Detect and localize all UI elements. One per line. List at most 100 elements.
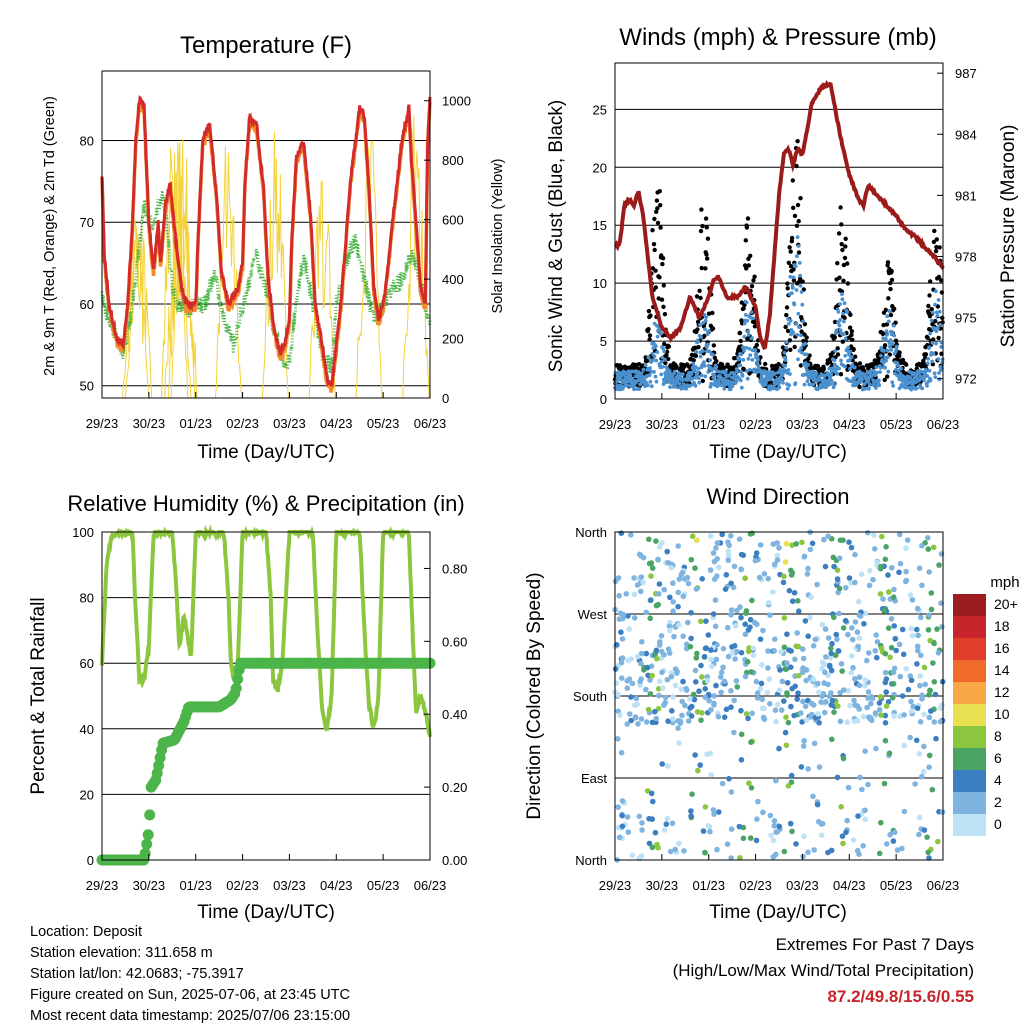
direction-point (855, 598, 862, 605)
direction-point (695, 767, 701, 774)
sonic-wind-point (744, 300, 749, 305)
direction-point (714, 540, 721, 546)
humidity-right-tick-label: 0.40 (442, 707, 467, 722)
sonic-wind-point (722, 386, 727, 391)
precipitation-point (139, 847, 151, 859)
sonic-wind-point (877, 378, 881, 383)
sonic-wind-point (700, 349, 705, 353)
direction-point (664, 676, 671, 683)
direction-point (688, 808, 694, 814)
direction-point (840, 537, 846, 543)
direction-point (742, 575, 748, 581)
direction-point (725, 653, 732, 660)
direction-point (658, 648, 665, 655)
direction-point (746, 780, 752, 786)
sonic-wind-point (791, 275, 796, 280)
direction-point (873, 632, 879, 638)
direction-point (652, 708, 658, 715)
direction-point (929, 786, 936, 793)
direction-point (636, 551, 643, 558)
direction-point (908, 625, 914, 632)
direction-point (785, 719, 792, 726)
direction-point (798, 710, 804, 716)
direction-point (887, 831, 893, 838)
pressure-line (613, 79, 945, 351)
colorbar-swatch (953, 660, 986, 682)
direction-point (926, 764, 932, 770)
gust-point (662, 341, 667, 347)
direction-point (899, 693, 906, 699)
direction-point (691, 696, 698, 703)
gust-point (841, 278, 846, 283)
direction-point (664, 763, 671, 769)
direction-point (871, 532, 877, 538)
direction-point (646, 840, 653, 847)
direction-point (658, 633, 665, 639)
gust-point (662, 312, 668, 317)
direction-point (660, 685, 666, 691)
gust-point (666, 344, 672, 349)
direction-point (629, 680, 636, 687)
sonic-wind-point (707, 329, 711, 333)
direction-point (834, 774, 841, 781)
direction-point (860, 843, 866, 849)
gust-point (788, 249, 793, 254)
winds-right-tick-label: 987 (955, 66, 977, 81)
direction-point (771, 818, 778, 824)
direction-point (904, 537, 911, 543)
sonic-wind-point (788, 372, 792, 376)
direction-point (759, 662, 765, 668)
gust-point (845, 261, 850, 266)
humidity-left-ticks: 0 20 40 60 80 100 (72, 525, 94, 868)
direction-point (872, 546, 878, 552)
direction-point (925, 546, 932, 552)
station-info: Location: Deposit Station elevation: 311… (30, 922, 350, 1027)
speed-colorbar: 20+ 18 16 14 12 10 8 6 4 2 0 (953, 594, 1018, 836)
direction-point (693, 586, 700, 592)
direction-point (625, 829, 632, 835)
direction-point (877, 694, 884, 700)
gust-point (646, 327, 651, 332)
direction-point (921, 827, 928, 833)
direction-point (883, 703, 890, 709)
gust-point (792, 213, 798, 219)
direction-point (780, 579, 787, 586)
sonic-wind-point (939, 340, 944, 345)
gust-point (706, 311, 712, 316)
direction-point (722, 586, 729, 592)
direction-point (753, 678, 760, 685)
direction-point (840, 755, 847, 762)
direction-point (774, 540, 780, 546)
gust-point (883, 307, 888, 313)
direction-point (618, 530, 625, 536)
direction-point (786, 587, 793, 594)
sonic-wind-point (801, 319, 805, 324)
temperature-panel: Temperature (F) 50 60 70 80 0 200 400 600 800 10… (42, 32, 506, 463)
temperature-right-tick-label: 1000 (442, 94, 471, 109)
sonic-wind-point (743, 313, 748, 317)
gust-point (925, 335, 930, 340)
sonic-wind-point (703, 374, 708, 379)
gust-point (714, 359, 719, 364)
gust-point (851, 347, 856, 352)
gust-point (700, 223, 705, 229)
direction-point (770, 854, 777, 860)
direction-point (765, 648, 771, 654)
gust-point (783, 324, 788, 330)
direction-point (836, 585, 843, 592)
direction-point (645, 672, 651, 679)
direction-point (736, 823, 743, 830)
direction-point (635, 721, 641, 727)
direction-point (774, 701, 781, 708)
sonic-wind-point (707, 349, 712, 354)
direction-point (799, 719, 805, 725)
direction-point (765, 575, 771, 582)
direction-point (653, 715, 659, 722)
gust-point (698, 295, 703, 301)
temperature-right-tick-label: 600 (442, 213, 464, 228)
direction-point (781, 848, 788, 855)
gust-point (939, 278, 944, 283)
direction-point (732, 656, 738, 662)
direction-point (912, 781, 918, 787)
direction-point (752, 557, 759, 564)
